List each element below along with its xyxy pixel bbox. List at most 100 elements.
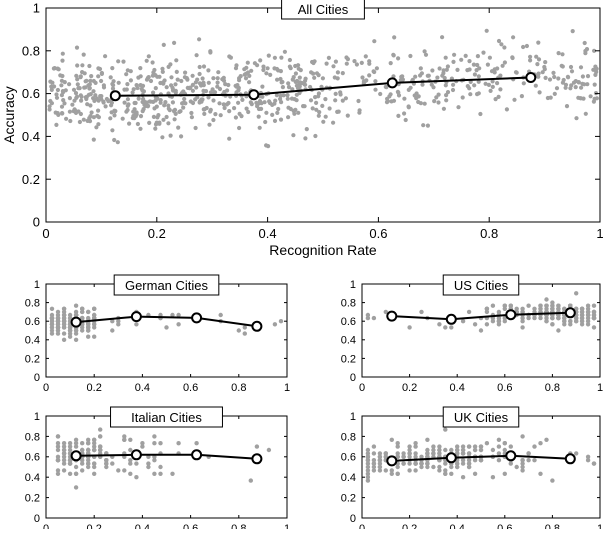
scatter-point xyxy=(533,83,538,88)
scatter-point xyxy=(134,475,139,480)
scatter-point xyxy=(585,322,591,327)
scatter-point xyxy=(104,464,109,470)
scatter-point xyxy=(92,312,97,318)
scatter-point xyxy=(163,100,168,105)
scatter-point xyxy=(502,319,507,324)
scatter-point xyxy=(406,105,411,110)
scatter-point xyxy=(395,464,400,470)
scatter-point xyxy=(400,74,405,79)
scatter-point xyxy=(383,309,388,315)
scatter-point xyxy=(98,447,103,453)
scatter-point xyxy=(185,85,190,90)
scatter-point xyxy=(367,73,372,78)
scatter-point xyxy=(356,98,361,104)
x-tick-label: 0.6 xyxy=(497,523,512,529)
scatter-point xyxy=(528,54,533,59)
scatter-point xyxy=(407,451,412,456)
scatter-point xyxy=(152,471,157,476)
scatter-point xyxy=(580,81,585,86)
scatter-point xyxy=(282,49,287,54)
scatter-point xyxy=(86,83,91,88)
scatter-point xyxy=(86,322,91,327)
scatter-point xyxy=(562,322,567,327)
scatter-point xyxy=(455,464,460,470)
mean-marker xyxy=(445,313,457,325)
scatter-point xyxy=(55,66,60,71)
scatter-point xyxy=(526,315,531,321)
scatter-point xyxy=(260,84,265,89)
y-tick-label: 0.8 xyxy=(22,43,40,58)
scatter-point xyxy=(520,468,525,473)
scatter-point xyxy=(85,102,90,107)
mean-marker xyxy=(386,77,398,89)
scatter-point xyxy=(73,309,79,315)
scatter-point xyxy=(591,309,597,315)
scatter-point xyxy=(80,315,85,321)
scatter-point xyxy=(504,107,509,112)
scatter-point xyxy=(175,77,180,82)
scatter-point xyxy=(262,100,267,105)
scatter-point xyxy=(78,74,83,79)
scatter-point xyxy=(391,98,397,103)
scatter-point xyxy=(61,451,67,456)
scatter-point xyxy=(122,437,127,442)
scatter-point xyxy=(287,57,292,63)
scatter-point xyxy=(126,102,131,107)
scatter-point xyxy=(270,112,275,117)
y-tick-label: 0.6 xyxy=(341,452,356,464)
scatter-point xyxy=(359,60,364,65)
scatter-point xyxy=(594,66,599,71)
scatter-point xyxy=(426,73,431,78)
scatter-point xyxy=(460,458,466,463)
scatter-point xyxy=(498,87,503,92)
scatter-point xyxy=(449,471,454,476)
scatter-point xyxy=(588,94,593,99)
scatter-point xyxy=(242,67,247,72)
y-tick-label: 0.6 xyxy=(25,452,40,464)
scatter-point xyxy=(212,90,218,95)
x-tick-label: 0.4 xyxy=(135,382,150,394)
x-tick-label: 0.8 xyxy=(545,382,560,394)
scatter-point xyxy=(130,90,135,95)
scatter-point xyxy=(89,74,94,79)
scatter-point xyxy=(373,79,378,84)
scatter-point xyxy=(548,95,553,100)
scatter-point xyxy=(585,74,591,79)
scatter-point xyxy=(168,133,173,138)
scatter-point xyxy=(122,100,127,105)
scatter-point xyxy=(77,86,82,91)
scatter-point xyxy=(484,322,490,327)
scatter-point xyxy=(136,75,141,80)
scatter-point xyxy=(443,325,448,330)
scatter-point xyxy=(460,461,466,466)
scatter-point xyxy=(430,68,435,73)
axes-box xyxy=(45,415,288,519)
scatter-point xyxy=(64,116,69,121)
scatter-point xyxy=(574,306,579,311)
mean-line xyxy=(76,315,258,328)
scatter-point xyxy=(568,322,573,327)
scatter-point xyxy=(308,98,314,103)
scatter-point xyxy=(452,52,457,57)
scatter-point xyxy=(378,91,383,97)
scatter-point xyxy=(173,82,178,87)
scatter-point xyxy=(377,458,383,463)
scatter-point xyxy=(158,441,163,446)
scatter-point xyxy=(466,464,472,470)
scatter-point xyxy=(345,113,350,118)
scatter-point xyxy=(110,328,115,333)
scatter-point xyxy=(365,471,371,476)
scatter-point xyxy=(526,303,531,308)
scatter-point xyxy=(526,451,531,456)
x-tick-label: 0.6 xyxy=(183,382,198,394)
scatter-point xyxy=(413,454,418,459)
scatter-point xyxy=(183,70,188,75)
scatter-point xyxy=(232,106,237,111)
scatter-point xyxy=(363,54,368,59)
scatter-point xyxy=(88,103,93,108)
scatter-point xyxy=(538,441,543,446)
scatter-point xyxy=(583,51,588,56)
scatter-point xyxy=(55,312,61,318)
scatter-point xyxy=(182,96,187,102)
scatter-point xyxy=(585,312,591,318)
